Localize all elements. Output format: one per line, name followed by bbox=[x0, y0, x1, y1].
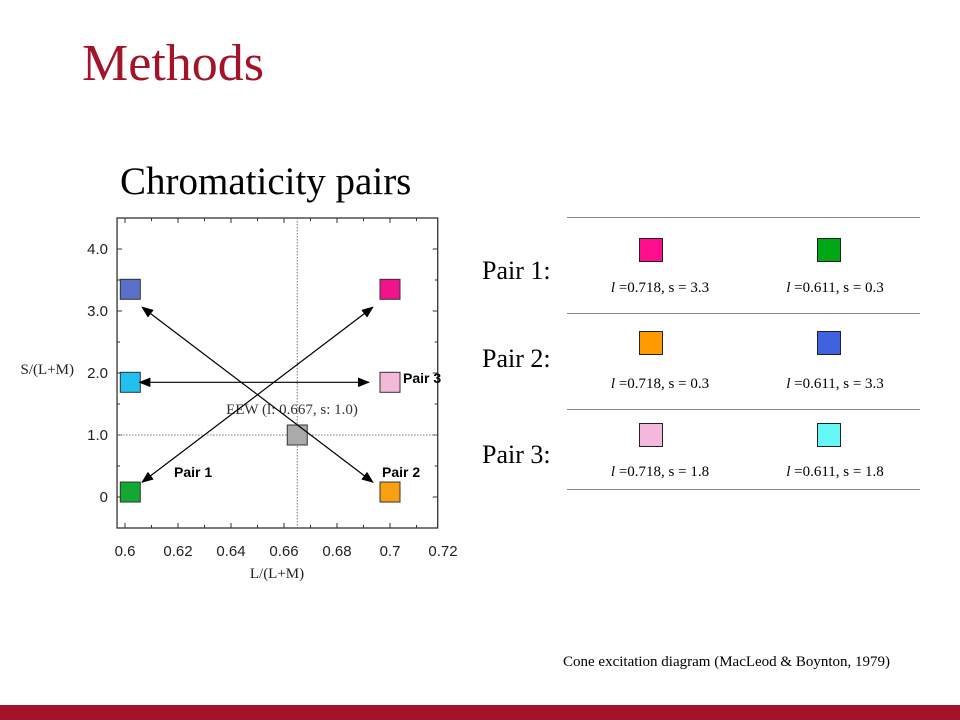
color-swatch-right bbox=[817, 331, 841, 355]
chromaticity-value-right: l =0.611, s = 1.8 bbox=[786, 464, 884, 480]
point-orange bbox=[379, 481, 401, 503]
pair-label: Pair 1: bbox=[482, 256, 551, 285]
x-tick-label: 0.68 bbox=[322, 543, 351, 560]
y-tick-label: 3.0 bbox=[87, 303, 108, 320]
y-tick-label: 1.0 bbox=[87, 427, 108, 444]
slide-title: Methods bbox=[82, 35, 264, 92]
chromaticity-value-left: l =0.718, s = 1.8 bbox=[610, 464, 710, 480]
color-swatch-right bbox=[817, 238, 841, 262]
pair-label: Pair 3: bbox=[482, 440, 551, 469]
color-swatch-left bbox=[639, 423, 663, 447]
table-divider bbox=[567, 489, 920, 490]
y-tick-label: 2.0 bbox=[87, 365, 108, 382]
table-divider bbox=[567, 313, 920, 314]
citation: Cone excitation diagram (MacLeod & Boynt… bbox=[563, 654, 891, 670]
arrow-pair-2 bbox=[141, 306, 374, 483]
x-tick-label: 0.6 bbox=[115, 543, 136, 560]
y-axis-label: S/(L+M) bbox=[21, 362, 74, 378]
y-tick-label: 4.0 bbox=[87, 241, 108, 258]
point-eew-gray bbox=[286, 424, 308, 446]
x-axis-label: L/(L+M) bbox=[250, 566, 304, 582]
x-tick-label: 0.64 bbox=[216, 543, 245, 560]
color-swatch-left bbox=[639, 331, 663, 355]
point-magenta bbox=[379, 278, 401, 300]
chromaticity-value-left: l =0.718, s = 3.3 bbox=[610, 280, 710, 296]
color-swatch-right bbox=[817, 423, 841, 447]
x-tick-label: 0.62 bbox=[163, 543, 192, 560]
pair-label: Pair 2: bbox=[482, 344, 551, 373]
y-tick-label: 0 bbox=[100, 489, 108, 506]
point-blue bbox=[119, 278, 141, 300]
point-green bbox=[119, 481, 141, 503]
color-swatch-left bbox=[639, 238, 663, 262]
chromaticity-value-right: l =0.611, s = 0.3 bbox=[786, 280, 884, 296]
eew-label: EEW (l: 0.667, s: 1.0) bbox=[226, 402, 358, 418]
chromaticity-value-left: l =0.718, s = 0.3 bbox=[610, 376, 710, 392]
table-divider bbox=[567, 217, 920, 218]
point-cyan bbox=[119, 371, 141, 393]
arrow-label-pair-3: Pair 3 bbox=[403, 370, 441, 386]
x-tick-label: 0.66 bbox=[269, 543, 298, 560]
arrow-label-pair-2: Pair 2 bbox=[382, 464, 420, 480]
x-tick-label: 0.72 bbox=[428, 543, 457, 560]
x-tick-label: 0.7 bbox=[380, 543, 401, 560]
arrow-label-pair-1: Pair 1 bbox=[174, 464, 212, 480]
footer-bar bbox=[0, 705, 960, 720]
chromaticity-value-right: l =0.611, s = 3.3 bbox=[786, 376, 884, 392]
point-pink bbox=[379, 371, 401, 393]
table-divider bbox=[567, 409, 920, 410]
slide-subtitle: Chromaticity pairs bbox=[120, 160, 412, 203]
